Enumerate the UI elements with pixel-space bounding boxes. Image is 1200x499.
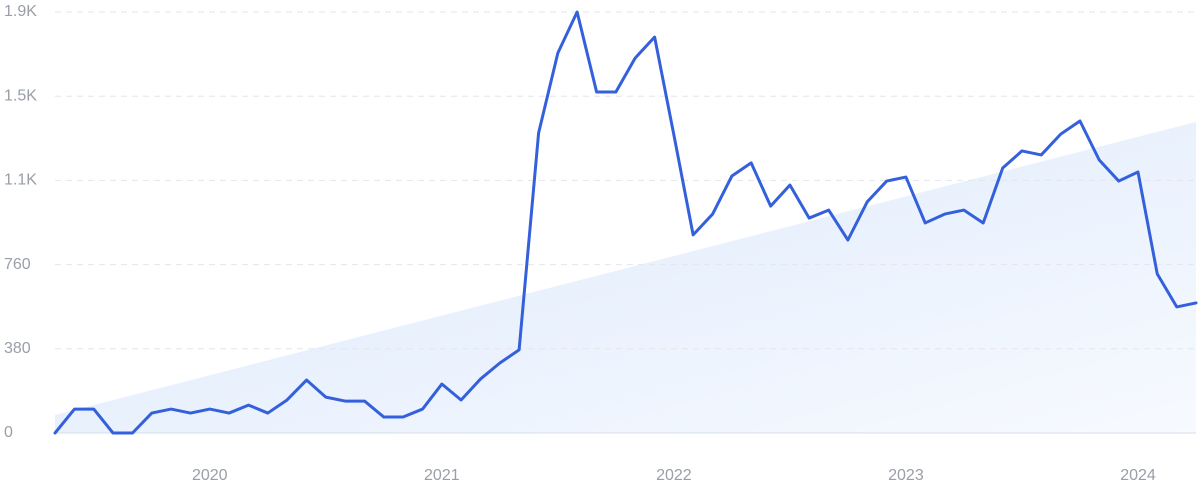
y-tick-label: 380	[4, 340, 31, 357]
series-line	[53, 10, 1198, 435]
y-tick-label: 0	[4, 424, 13, 441]
x-tick-label: 2022	[656, 467, 692, 484]
y-tick-label: 760	[4, 256, 31, 273]
x-tick-label: 2024	[1120, 467, 1156, 484]
y-tick-label: 1.9K	[4, 3, 37, 20]
x-tick-label: 2021	[424, 467, 460, 484]
y-tick-label: 1.5K	[4, 87, 37, 104]
x-tick-label: 2020	[192, 467, 228, 484]
y-tick-label: 1.1K	[4, 172, 37, 189]
trend-area	[55, 121, 1196, 433]
x-tick-label: 2023	[888, 467, 924, 484]
